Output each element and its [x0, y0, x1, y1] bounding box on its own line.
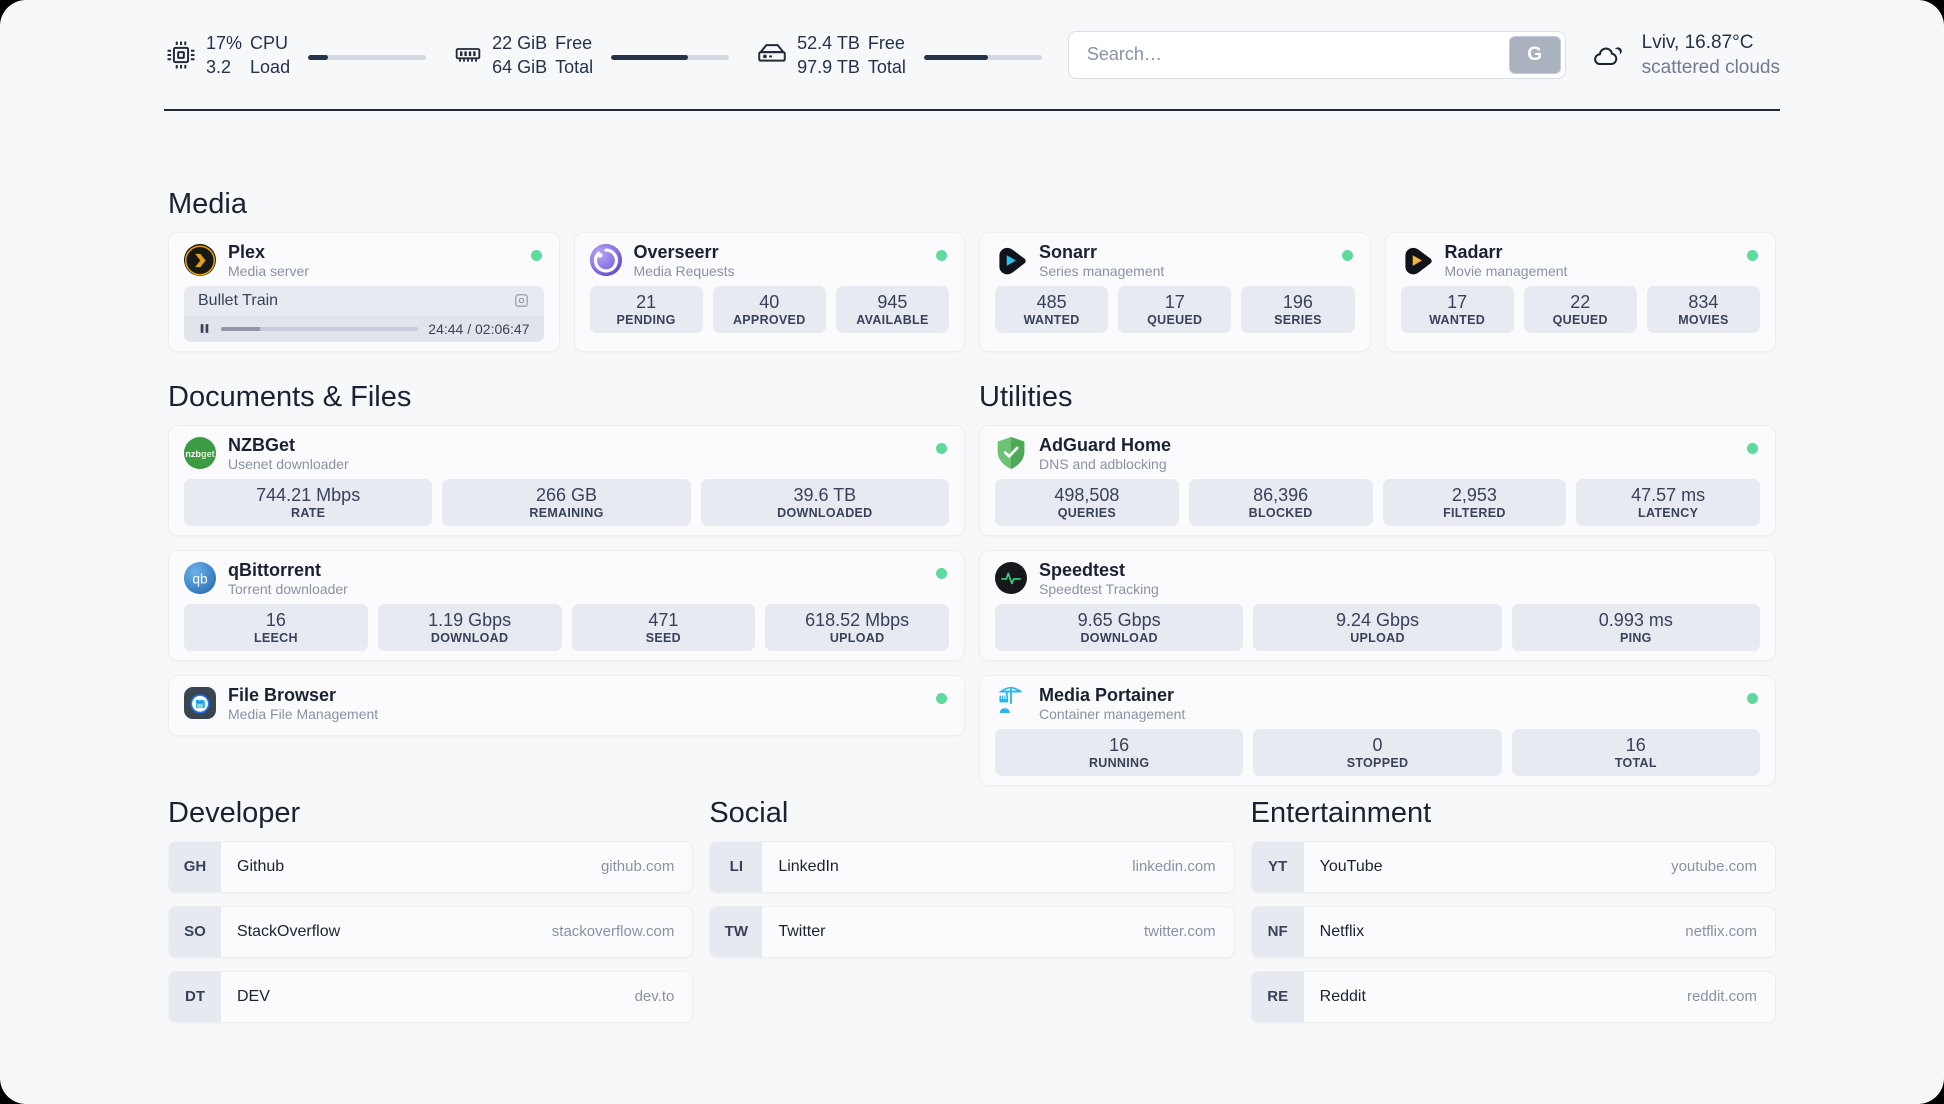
svg-text:nzbget: nzbget	[185, 449, 214, 459]
svg-text:qb: qb	[192, 571, 208, 586]
